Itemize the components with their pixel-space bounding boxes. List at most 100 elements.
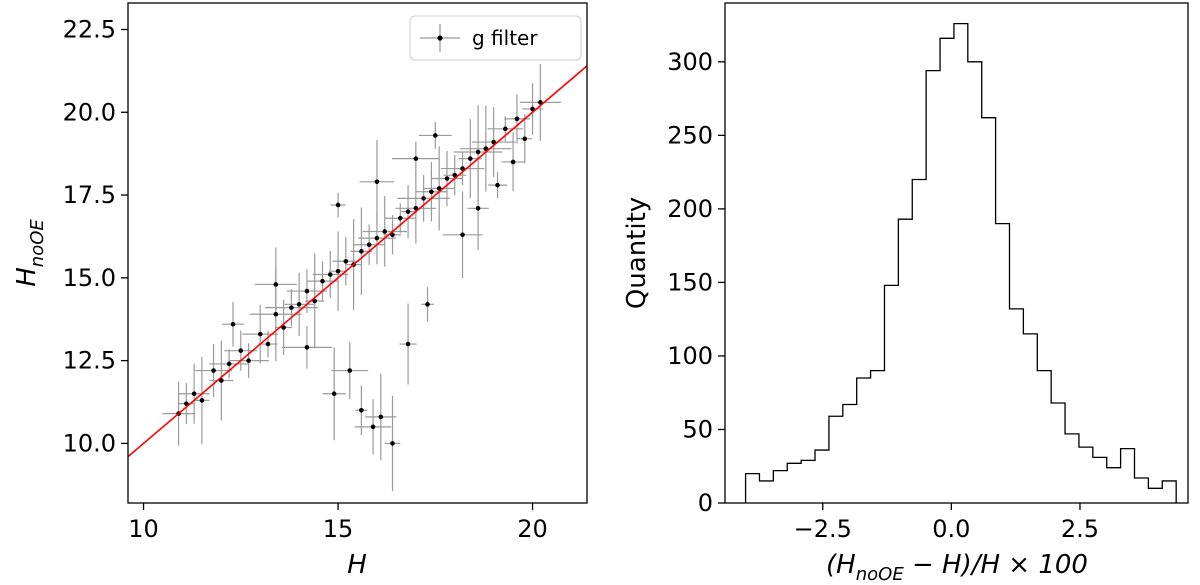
data-point bbox=[530, 106, 535, 112]
data-point bbox=[327, 272, 333, 277]
error-bars bbox=[162, 63, 561, 492]
histogram-x-ticks: −2.5 0.0 2.5 bbox=[794, 503, 1099, 543]
x-tick-label: 15 bbox=[323, 515, 354, 543]
reference-line bbox=[128, 65, 587, 458]
y-tick-label: 17.5 bbox=[63, 181, 116, 209]
data-point bbox=[495, 182, 500, 188]
data-point bbox=[246, 358, 251, 363]
y-tick-label: 15.0 bbox=[63, 264, 116, 292]
data-point bbox=[230, 321, 236, 327]
legend-box bbox=[409, 15, 582, 61]
y-tick-label: 20.0 bbox=[63, 98, 116, 126]
data-point bbox=[335, 268, 341, 274]
data-points bbox=[176, 100, 543, 446]
svg-text:HnoOE: HnoOE bbox=[12, 219, 48, 287]
data-point bbox=[289, 305, 294, 310]
data-point bbox=[491, 139, 496, 145]
y-tick-label: 50 bbox=[682, 415, 713, 443]
data-point bbox=[475, 149, 481, 155]
data-point bbox=[378, 414, 384, 420]
histogram-panel: −2.5 0.0 2.5 0 50 100 150 200 250 300 (HnoOE − H… bbox=[622, 2, 1189, 585]
data-point bbox=[320, 278, 325, 284]
data-point bbox=[273, 311, 279, 317]
x-tick-label: −2.5 bbox=[794, 515, 852, 543]
data-point bbox=[370, 424, 376, 430]
data-point bbox=[421, 196, 426, 201]
data-point bbox=[436, 186, 442, 191]
data-point bbox=[390, 232, 395, 238]
x-tick-label: 2.5 bbox=[1061, 515, 1099, 543]
data-point bbox=[331, 391, 337, 397]
legend: g filter bbox=[409, 15, 582, 61]
data-point bbox=[382, 229, 388, 234]
legend-label: g filter bbox=[472, 26, 538, 50]
data-point bbox=[219, 378, 224, 383]
data-point bbox=[374, 179, 380, 185]
data-point bbox=[429, 189, 434, 195]
data-point bbox=[510, 159, 516, 165]
scatter-x-axis-label: H bbox=[347, 550, 367, 580]
histogram-y-ticks: 0 50 100 150 200 250 300 bbox=[667, 48, 725, 517]
data-point bbox=[475, 205, 481, 211]
x-tick-label: 0.0 bbox=[932, 515, 970, 543]
scatter-x-ticks: 10 15 20 bbox=[128, 503, 548, 543]
x-label-suffix: − H)/H × 100 bbox=[904, 550, 1088, 580]
y-tick-label: 22.5 bbox=[63, 15, 116, 43]
data-point bbox=[211, 368, 216, 373]
y-tick-label: 10.0 bbox=[63, 429, 116, 457]
data-point bbox=[199, 398, 205, 403]
y-label-main: H bbox=[12, 267, 42, 287]
scatter-y-ticks: 10.0 12.5 15.0 17.5 20.0 22.5 bbox=[63, 15, 128, 457]
y-tick-label: 250 bbox=[667, 121, 713, 149]
x-tick-label: 10 bbox=[128, 515, 159, 543]
scatter-axes-frame bbox=[127, 2, 588, 504]
data-point bbox=[184, 401, 189, 406]
data-point bbox=[304, 345, 310, 350]
data-point bbox=[359, 249, 364, 254]
data-point bbox=[460, 166, 465, 171]
data-point bbox=[522, 136, 528, 142]
x-label-subscript: noOE bbox=[856, 564, 905, 585]
legend-marker bbox=[437, 35, 443, 41]
data-point bbox=[413, 156, 419, 161]
histogram-y-axis-label: Quantity bbox=[622, 197, 652, 309]
y-tick-label: 200 bbox=[667, 195, 713, 223]
data-point bbox=[312, 298, 318, 304]
data-point bbox=[359, 407, 364, 413]
data-point bbox=[347, 368, 353, 373]
data-point bbox=[444, 176, 450, 181]
data-point bbox=[460, 232, 465, 238]
data-point bbox=[432, 133, 438, 138]
data-point bbox=[191, 391, 197, 397]
data-point bbox=[452, 172, 458, 178]
x-tick-label: 20 bbox=[517, 515, 548, 543]
data-point bbox=[405, 209, 411, 214]
data-point bbox=[238, 348, 244, 353]
histogram-x-axis-label: (HnoOE − H)/H × 100 bbox=[826, 550, 1088, 585]
data-point bbox=[405, 341, 411, 347]
data-point bbox=[304, 288, 310, 294]
data-point bbox=[366, 242, 372, 248]
data-point bbox=[281, 325, 286, 330]
data-point bbox=[265, 341, 271, 347]
data-point bbox=[273, 282, 279, 287]
y-tick-label: 12.5 bbox=[63, 347, 116, 375]
y-tick-label: 150 bbox=[667, 268, 713, 296]
data-point bbox=[296, 302, 302, 307]
y-tick-label: 0 bbox=[698, 489, 713, 517]
y-label-subscript: noOE bbox=[27, 219, 48, 268]
data-point bbox=[468, 156, 473, 161]
data-point bbox=[503, 126, 508, 132]
scatter-panel: 10 15 20 10.0 12.5 15.0 17.5 20.0 22.5 g filter… bbox=[12, 2, 588, 580]
data-point bbox=[335, 202, 341, 208]
y-tick-label: 100 bbox=[667, 342, 713, 370]
y-tick-label: 300 bbox=[667, 48, 713, 76]
data-point bbox=[390, 441, 395, 446]
data-point bbox=[514, 116, 520, 122]
data-point bbox=[483, 146, 489, 151]
data-point bbox=[257, 331, 263, 337]
data-point bbox=[397, 215, 403, 221]
data-point bbox=[413, 205, 419, 211]
histogram-axes-frame bbox=[724, 2, 1189, 504]
